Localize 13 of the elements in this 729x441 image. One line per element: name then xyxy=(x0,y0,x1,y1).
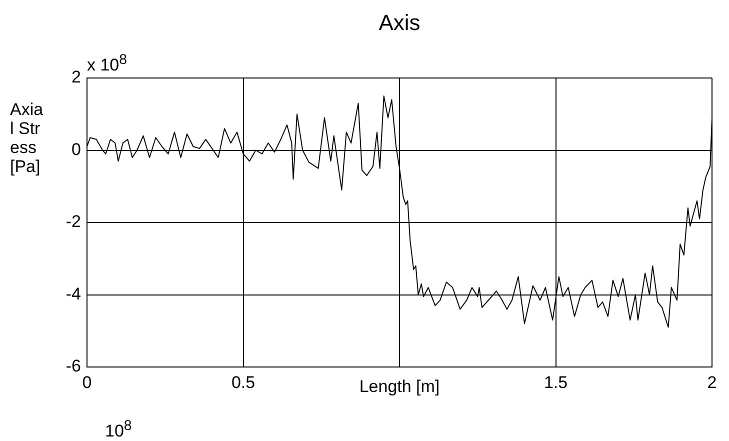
text: 10$^{8}$ xyxy=(105,418,132,441)
x-tick-label: 0.5 xyxy=(231,372,256,392)
x-axis-title: Length [m] xyxy=(359,377,440,396)
y-tick-label: -2 xyxy=(66,212,81,232)
x-tick-label: 1.5 xyxy=(544,372,568,392)
chart-title: Axis xyxy=(378,10,422,36)
y-tick-label: -4 xyxy=(66,284,81,304)
y-axis-title: Axial Stress [Pa] xyxy=(10,100,44,176)
y-tick-label: -6 xyxy=(66,356,81,376)
text: x 10$^{8}$ xyxy=(87,52,128,76)
x-tick-label: 2 xyxy=(707,372,717,392)
y-tick-label: 2 xyxy=(72,68,81,87)
y-tick-label: 0 xyxy=(72,140,81,159)
